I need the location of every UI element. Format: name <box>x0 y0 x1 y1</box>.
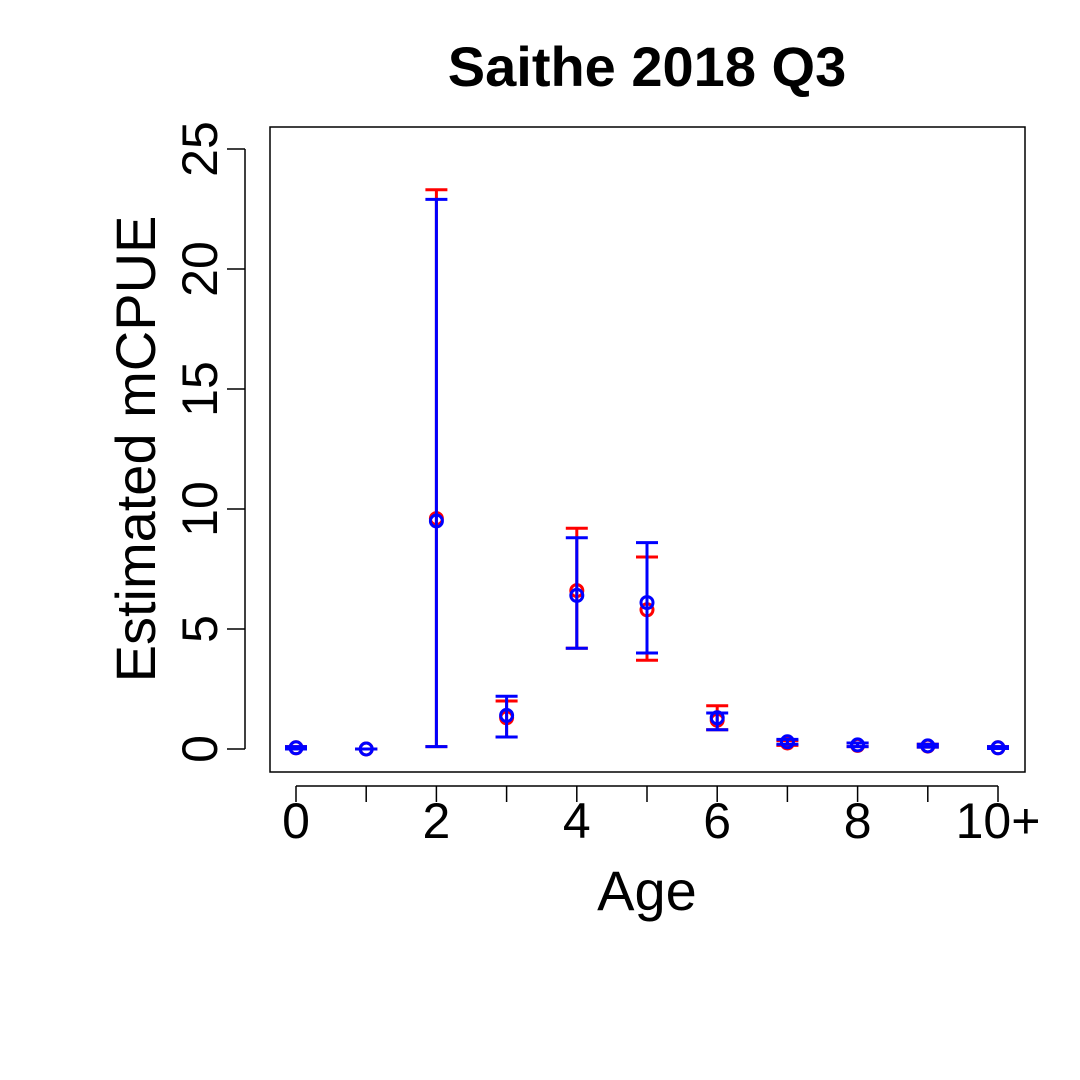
y-tick-label: 5 <box>172 615 228 643</box>
x-tick-label: 8 <box>844 793 872 849</box>
data-point <box>709 710 725 726</box>
data-point <box>990 740 1006 756</box>
y-tick-label: 10 <box>172 481 228 537</box>
x-tick-label: 0 <box>282 793 310 849</box>
data-point <box>288 740 304 756</box>
x-axis: 0 2 4 6 8 10+ <box>282 785 1041 849</box>
y-tick-label: 20 <box>172 241 228 297</box>
data-point <box>569 587 585 603</box>
series-layer <box>285 188 1009 757</box>
x-tick-label: 6 <box>703 793 731 849</box>
data-point <box>639 595 655 611</box>
x-axis-label: Age <box>597 859 697 922</box>
data-point <box>358 741 374 757</box>
y-tick-label: 25 <box>172 121 228 177</box>
chart-title: Saithe 2018 Q3 <box>448 35 846 98</box>
data-point <box>428 513 444 529</box>
plot-area-frame <box>269 126 1026 773</box>
y-axis: 0 5 10 15 20 25 <box>172 121 246 763</box>
x-tick-label: 2 <box>422 793 450 849</box>
y-tick-label: 15 <box>172 361 228 417</box>
data-point <box>499 707 515 723</box>
data-point <box>779 734 795 750</box>
data-point <box>850 737 866 753</box>
x-tick-label: 4 <box>563 793 591 849</box>
y-tick-label: 0 <box>172 735 228 763</box>
series-0 <box>285 188 1009 757</box>
series-1 <box>285 197 1009 757</box>
data-point <box>920 738 936 754</box>
y-axis-label: Estimated mCPUE <box>104 216 167 683</box>
x-tick-label: 10+ <box>956 793 1041 849</box>
